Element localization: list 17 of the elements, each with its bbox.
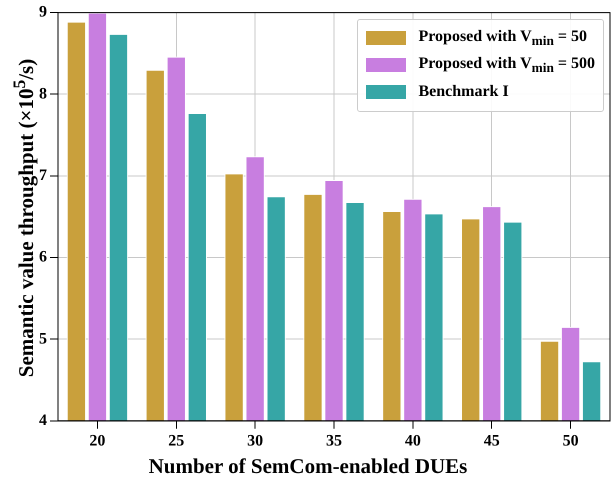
x-tick-label: 20 [89, 432, 106, 450]
x-tick-label: 50 [562, 432, 579, 450]
y-tick-label: 8 [39, 85, 47, 102]
x-tick-label: 25 [168, 432, 184, 450]
y-tick-label: 6 [39, 248, 47, 266]
y-tick-label: 9 [39, 4, 47, 21]
x-tick-label: 45 [484, 432, 500, 450]
y-tick-label: 7 [39, 167, 47, 184]
legend-label: Proposed with V$_{min}$ = 500 [418, 54, 595, 76]
y-tick-label: 4 [39, 412, 47, 429]
legend-label: Proposed with V$_{min}$ = 50 [418, 28, 587, 49]
x-tick-label: 35 [326, 432, 342, 450]
x-tick-label: 30 [247, 432, 264, 450]
legend-label: Benchmark I [418, 83, 509, 102]
y-tick-label: 5 [39, 330, 47, 348]
x-tick-label: 40 [404, 432, 421, 450]
x-axis-title: Number of SemCom-enabled DUEs [148, 454, 468, 479]
